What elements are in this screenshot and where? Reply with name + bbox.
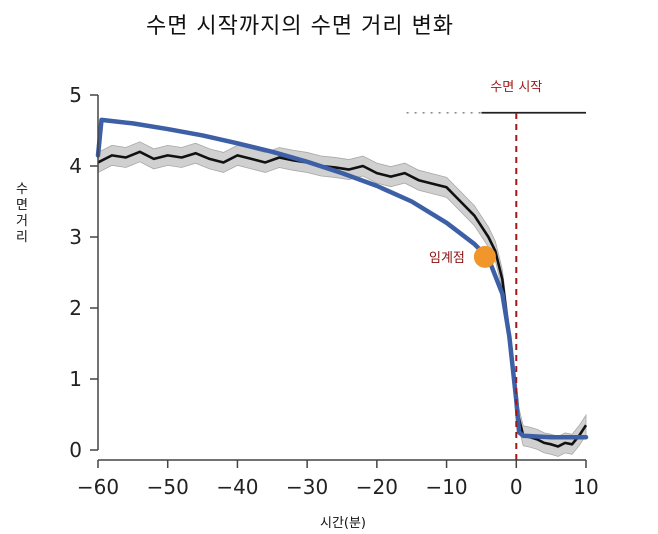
sleep-onset-label: 수면 시작 bbox=[490, 80, 542, 95]
model-fit-line bbox=[95, 117, 589, 440]
x-axis-label: 시간(분) bbox=[319, 516, 367, 531]
x-tick-label: −60 bbox=[77, 475, 119, 499]
observed-data-line bbox=[97, 150, 588, 448]
y-tick-label: 4 bbox=[69, 154, 82, 178]
y-axis-label: 수면거리 bbox=[16, 182, 28, 245]
data-band-layer bbox=[97, 141, 587, 457]
x-tick-label: 10 bbox=[573, 475, 598, 499]
y-tick-label: 5 bbox=[69, 83, 82, 107]
data-variability-band bbox=[97, 141, 587, 457]
x-tick-label: −10 bbox=[425, 475, 467, 499]
x-tick-label: 0 bbox=[510, 475, 523, 499]
y-tick-label: 0 bbox=[69, 438, 82, 462]
y-tick-label: 3 bbox=[69, 225, 82, 249]
y-tick-label: 2 bbox=[69, 296, 82, 320]
fit-line-layer bbox=[95, 117, 589, 440]
critical-point-label: 임계점 bbox=[429, 251, 465, 266]
critical-point-marker bbox=[473, 245, 496, 268]
x-tick-label: −20 bbox=[356, 475, 398, 499]
x-tick-label: −30 bbox=[286, 475, 328, 499]
chart-title: 수면 시작까지의 수면 거리 변화 bbox=[145, 14, 455, 39]
x-tick-label: −50 bbox=[147, 475, 189, 499]
x-tick-label: −40 bbox=[216, 475, 258, 499]
data-line-layer bbox=[97, 150, 588, 448]
axes: 0 1 2 3 4 5 −60 −50 −40 −30 −20 −10 0 10 bbox=[69, 83, 598, 499]
y-tick-label: 1 bbox=[69, 367, 82, 391]
